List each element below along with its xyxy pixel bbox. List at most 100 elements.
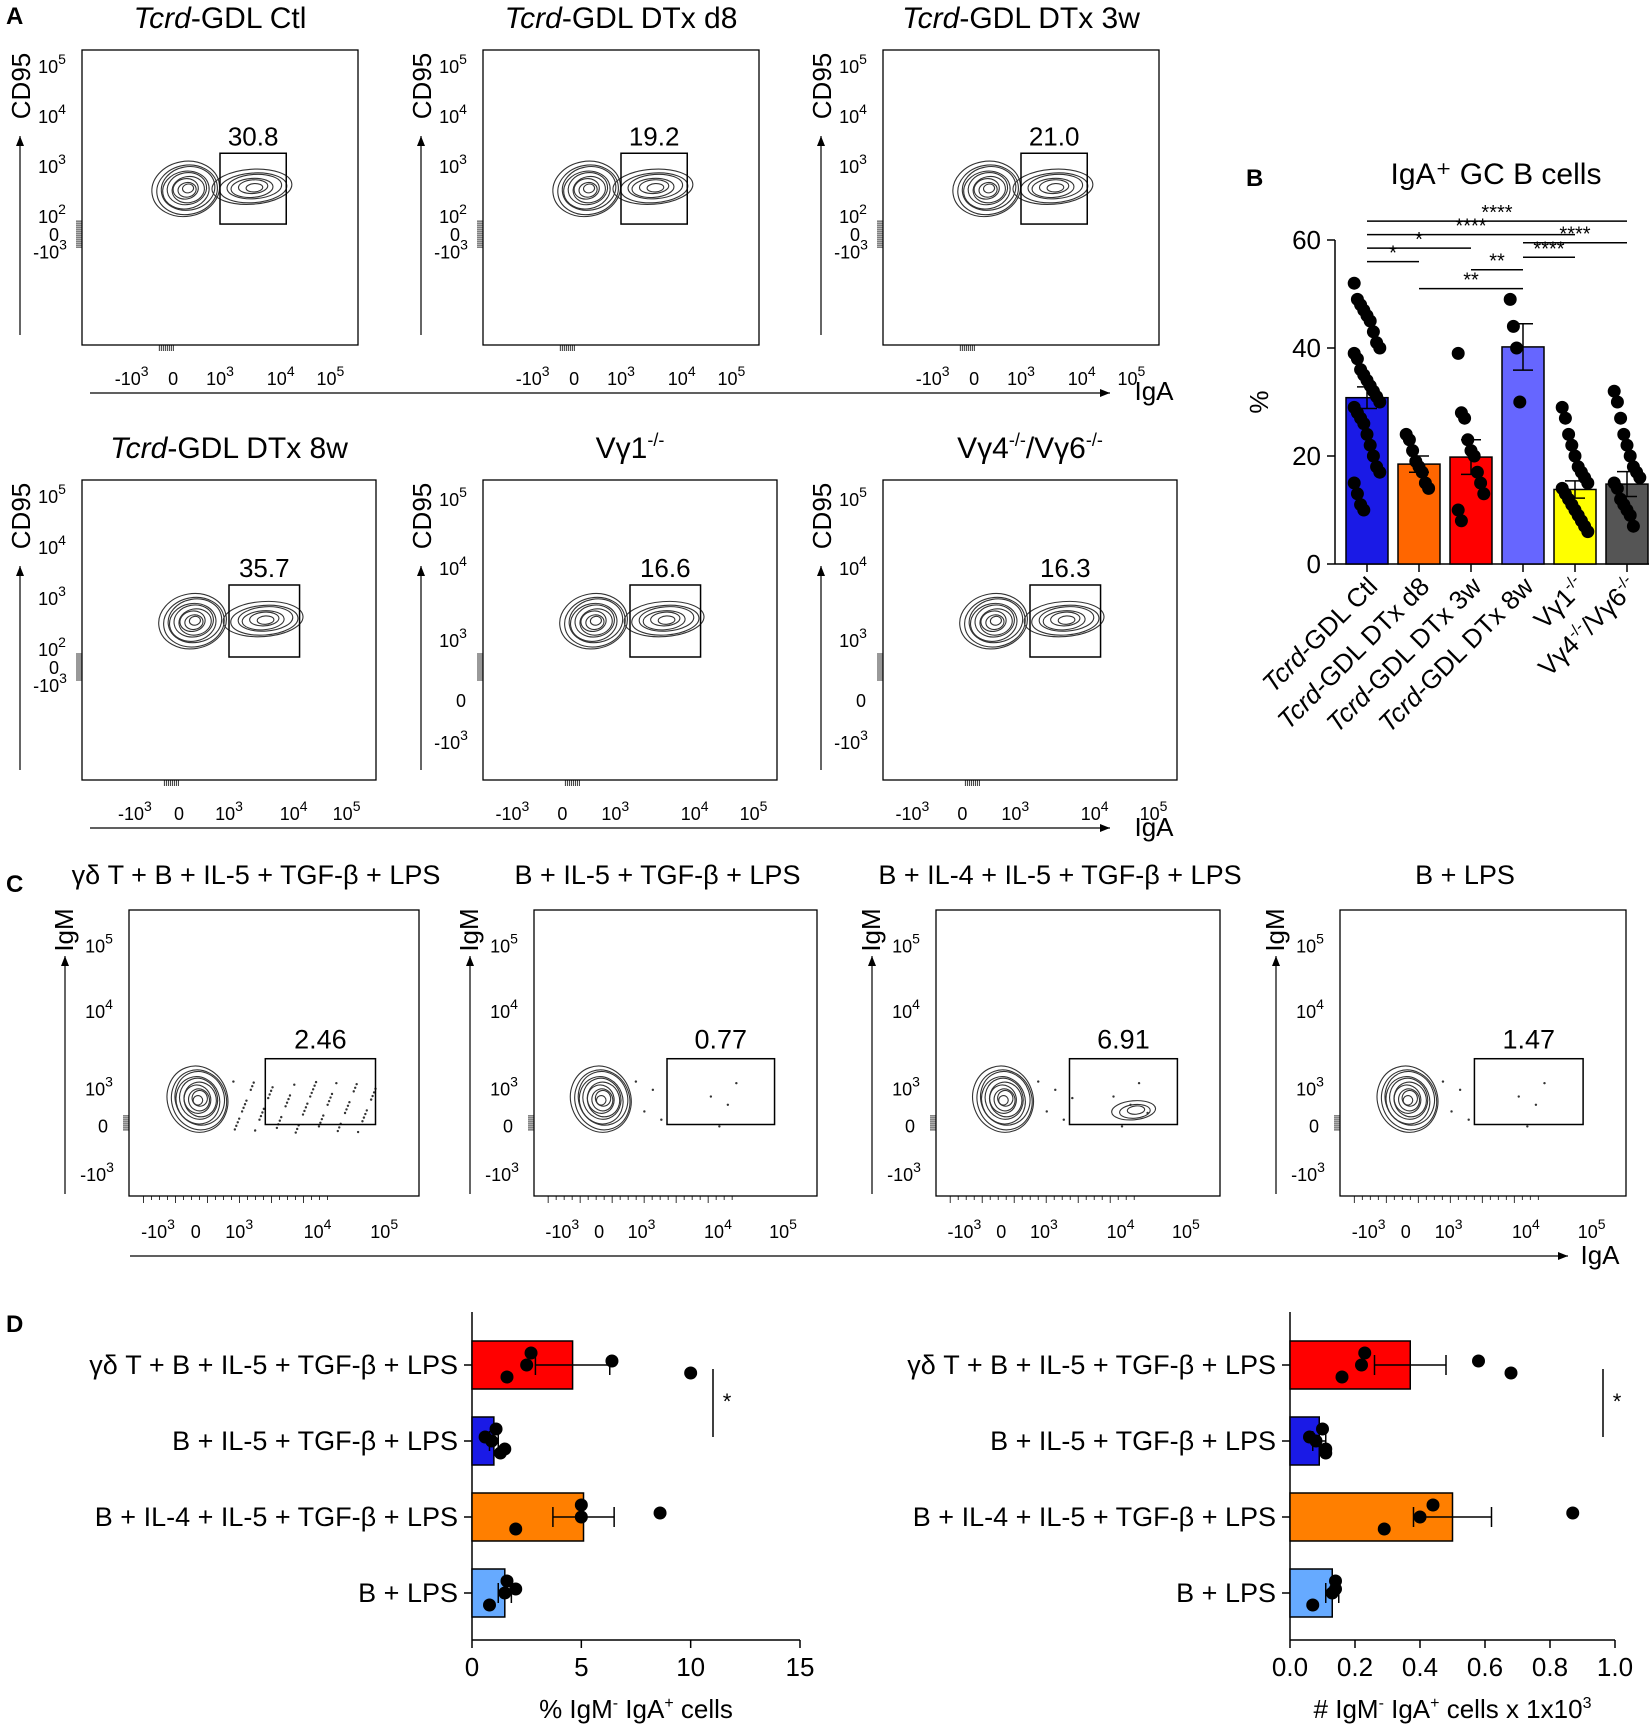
data-point: [1566, 1506, 1580, 1520]
data-point: [1363, 438, 1377, 452]
data-point: [1504, 1366, 1518, 1380]
x-tick-label: 0.2: [1337, 1652, 1373, 1682]
x-tick-label: 103: [601, 798, 629, 824]
x-tick-label: 0: [191, 1222, 201, 1242]
x-tick-label: 103: [1030, 1216, 1058, 1242]
x-tick-label: 104: [1512, 1216, 1540, 1242]
gate-value: 0.77: [694, 1025, 747, 1055]
data-point: [1357, 503, 1371, 517]
contour-main: [166, 1065, 229, 1133]
data-point: [1610, 481, 1624, 495]
data-point: [1422, 481, 1436, 495]
plot-frame: [882, 479, 1178, 781]
y-tick-label: 104: [85, 996, 113, 1022]
data-point: [574, 1498, 588, 1512]
data-point: [1335, 1370, 1349, 1384]
data-point: [1406, 444, 1420, 458]
y-tick-label: 103: [439, 151, 467, 177]
contour-secondary: [612, 168, 694, 205]
y-axis-arrow: [16, 566, 24, 770]
y-tick-label: B + IL-5 + TGF-β + LPS: [172, 1426, 458, 1456]
y-tick-label: 105: [490, 930, 518, 956]
y-tick-label: 103: [38, 151, 66, 177]
x-tick-label: 0: [996, 1222, 1006, 1242]
y-tick-label: 105: [439, 484, 467, 510]
y-tick-label: 0: [98, 1117, 108, 1137]
y-tick-label: 105: [839, 484, 867, 510]
data-point: [1477, 487, 1491, 501]
significance-label: *: [1613, 1389, 1622, 1414]
data-point: [1451, 503, 1465, 517]
data-point: [1506, 319, 1520, 333]
y-tick-label: 104: [38, 532, 66, 558]
data-point: [1306, 1598, 1320, 1612]
data-point: [1316, 1422, 1329, 1436]
x-tick-label: -103: [115, 363, 149, 389]
flow-plot-title: Vγ1-/-: [596, 430, 665, 465]
y-tick-label: 105: [38, 481, 66, 507]
y-tick-label: 103: [1296, 1073, 1324, 1099]
chart-title: IgA⁺ GC B cells: [1391, 158, 1602, 191]
x-tick-label: 105: [740, 798, 768, 824]
x-tick-label: -103: [516, 363, 550, 389]
x-tick-label: 105: [333, 798, 361, 824]
y-tick-label: -103: [834, 727, 868, 753]
x-tick-label: 103: [628, 1216, 656, 1242]
contour-main: [559, 592, 628, 650]
data-point: [1581, 525, 1595, 539]
data-point: [509, 1582, 523, 1596]
data-point: [1558, 411, 1572, 425]
data-point: [1402, 433, 1416, 447]
x-tick-label: 0: [1401, 1222, 1411, 1242]
y-tick-label: -103: [434, 237, 468, 263]
significance-label: ****: [1533, 238, 1564, 260]
y-tick-label: 103: [839, 625, 867, 651]
y-tick-label: 104: [839, 553, 867, 579]
gate-value: 16.3: [1040, 553, 1091, 583]
data-point: [1633, 471, 1647, 485]
contour-secondary: [1012, 168, 1094, 205]
contour-main: [959, 592, 1028, 650]
x-axis-arrow-iga-bottom: [90, 824, 1110, 832]
invitro-plot-title: B + LPS: [1415, 860, 1515, 890]
x-tick-label: 0: [465, 1652, 479, 1682]
plot-frame: [81, 479, 377, 781]
x-tick-label: 0: [174, 804, 184, 824]
x-tick-label: 0.4: [1402, 1652, 1438, 1682]
data-point: [1355, 1358, 1368, 1372]
x-tick-label: 1.0: [1597, 1652, 1633, 1682]
y-tick-label: -103: [80, 1159, 114, 1185]
x-tick-label: -103: [916, 363, 950, 389]
data-point: [1610, 395, 1624, 409]
plot-frame: [128, 909, 420, 1197]
gate-value: 19.2: [629, 121, 680, 151]
y-tick-label: 60: [1292, 225, 1321, 255]
data-point: [1377, 1522, 1391, 1536]
bar: [1397, 463, 1441, 565]
x-axis-label: # IgM- IgA+ cells x 1x103: [1314, 1694, 1592, 1724]
x-tick-label: 0: [168, 369, 178, 389]
data-point: [1366, 449, 1380, 463]
x-tick-label: 105: [769, 1216, 797, 1242]
gate-value: 1.47: [1502, 1025, 1555, 1055]
data-point: [1623, 508, 1637, 522]
y-tick-label: 104: [839, 101, 867, 127]
y-axis-arrow: [817, 566, 825, 770]
y-axis-arrow: [868, 956, 876, 1194]
gate-box: [1020, 152, 1088, 225]
data-point: [1510, 341, 1524, 355]
flow-plot-title: Tcrd-GDL DTx d8: [505, 2, 738, 35]
y-tick-label: 104: [38, 101, 66, 127]
y-tick-label: 0: [1307, 549, 1321, 579]
y-tick-label: -103: [33, 237, 67, 263]
y-axis-label-cd95: CD95: [807, 53, 837, 119]
significance-label: **: [1463, 270, 1479, 292]
y-axis-label-igm: IgM: [1260, 908, 1290, 951]
y-tick-label: 104: [490, 996, 518, 1022]
plot-frame: [482, 479, 778, 781]
y-tick-label: -103: [1291, 1159, 1325, 1185]
panel-letter-d: D: [6, 1311, 23, 1338]
